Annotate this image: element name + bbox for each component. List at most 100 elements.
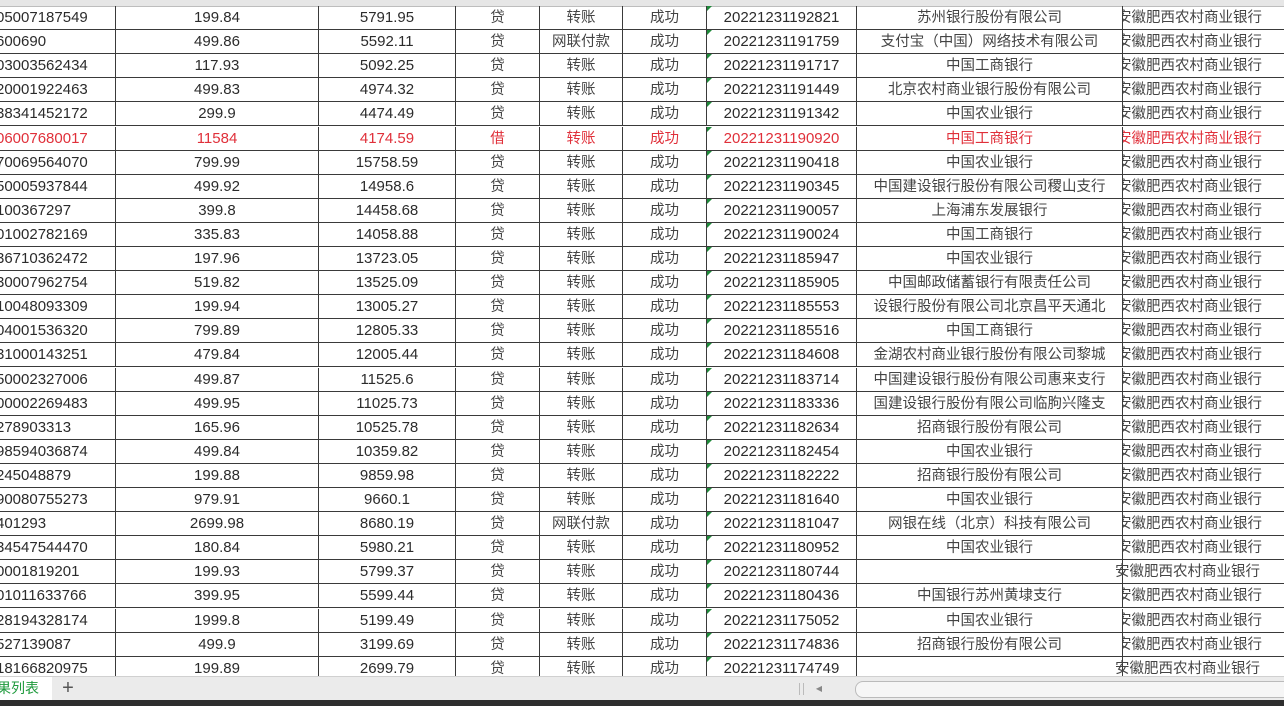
cell-account[interactable]: 01002782169 <box>0 222 116 246</box>
cell-serial-number[interactable]: 20221231183714 <box>707 367 857 391</box>
cell-account[interactable]: 31000143251 <box>0 343 116 367</box>
cell-status[interactable]: 成功 <box>623 343 707 367</box>
sheet-tab-active[interactable]: 果列表 <box>0 677 52 701</box>
cell-status[interactable]: 成功 <box>623 54 707 78</box>
cell-serial-number[interactable]: 20221231191342 <box>707 102 857 126</box>
cell-transaction-type[interactable]: 转账 <box>540 247 623 270</box>
cell-amount[interactable]: 399.95 <box>116 584 319 608</box>
cell-transaction-type[interactable]: 转账 <box>540 439 623 463</box>
cell-status[interactable]: 成功 <box>623 560 707 584</box>
cell-counterparty-bank[interactable]: 苏州银行股份有限公司 <box>857 6 1123 29</box>
cell-amount[interactable]: 117.93 <box>116 54 319 78</box>
add-sheet-plus-icon[interactable]: + <box>62 677 74 699</box>
cell-balance[interactable]: 4974.32 <box>319 78 456 102</box>
cell-account[interactable]: 278903313 <box>0 415 116 439</box>
cell-account[interactable]: 03003562434 <box>0 54 116 78</box>
cell-debit-credit[interactable]: 贷 <box>456 415 540 439</box>
cell-transaction-type[interactable]: 转账 <box>540 488 623 511</box>
cell-transaction-type[interactable]: 转账 <box>540 150 623 174</box>
cell-transaction-type[interactable]: 转账 <box>540 656 623 676</box>
cell-amount[interactable]: 799.89 <box>116 319 319 343</box>
cell-transaction-type[interactable]: 转账 <box>540 271 623 295</box>
cell-amount[interactable]: 197.96 <box>116 247 319 270</box>
cell-bank[interactable]: 安徽肥西农村商业银行 <box>1123 343 1284 366</box>
cell-status[interactable]: 成功 <box>623 367 707 391</box>
cell-serial-number[interactable]: 20221231182222 <box>707 463 857 487</box>
cell-counterparty-bank[interactable]: 金湖农村商业银行股份有限公司黎城 <box>857 343 1123 367</box>
cell-debit-credit[interactable]: 贷 <box>456 198 540 222</box>
cell-account[interactable]: 04001536320 <box>0 319 116 343</box>
cell-serial-number[interactable]: 20221231185905 <box>707 271 857 295</box>
cell-debit-credit[interactable]: 贷 <box>456 608 540 632</box>
cell-debit-credit[interactable]: 贷 <box>456 6 540 29</box>
table-row[interactable]: 31000143251 479.84 12005.44 贷 转账 成功 2022123118… <box>0 343 1284 368</box>
cell-counterparty-bank[interactable]: 中国工商银行 <box>857 54 1123 78</box>
cell-debit-credit[interactable]: 贷 <box>456 391 540 415</box>
cell-bank[interactable]: 安徽肥西农村商业银行 <box>1123 633 1284 656</box>
cell-counterparty-bank[interactable]: 设银行股份有限公司北京昌平天通北 <box>857 295 1123 319</box>
cell-debit-credit[interactable]: 贷 <box>456 463 540 487</box>
cell-status[interactable]: 成功 <box>623 222 707 246</box>
cell-status[interactable]: 成功 <box>623 584 707 608</box>
cell-balance[interactable]: 5092.25 <box>319 54 456 78</box>
cell-bank[interactable]: 安徽肥西农村商业银行 <box>1123 295 1284 318</box>
cell-counterparty-bank[interactable]: 中国农业银行 <box>857 439 1123 463</box>
cell-serial-number[interactable]: 20221231174836 <box>707 632 857 656</box>
cell-amount[interactable]: 199.84 <box>116 6 319 29</box>
cell-balance[interactable]: 12005.44 <box>319 343 456 367</box>
cell-account[interactable]: 00002269483 <box>0 391 116 415</box>
cell-bank[interactable]: 安徽肥西农村商业银行 <box>1123 223 1284 246</box>
cell-balance[interactable]: 11525.6 <box>319 367 456 391</box>
cell-account[interactable]: 0001819201 <box>0 560 116 584</box>
cell-account[interactable]: 90080755273 <box>0 488 116 511</box>
cell-transaction-type[interactable]: 转账 <box>540 536 623 560</box>
table-row[interactable]: 278903313 165.96 10525.78 贷 转账 成功 202212311826… <box>0 415 1284 440</box>
cell-account[interactable]: 245048879 <box>0 463 116 487</box>
cell-balance[interactable]: 14958.6 <box>319 174 456 198</box>
cell-amount[interactable]: 199.88 <box>116 463 319 487</box>
cell-debit-credit[interactable]: 贷 <box>456 656 540 676</box>
cell-transaction-type[interactable]: 转账 <box>540 632 623 656</box>
table-row[interactable]: 04001536320 799.89 12805.33 贷 转账 成功 2022123118… <box>0 319 1284 344</box>
cell-serial-number[interactable]: 20221231191717 <box>707 54 857 78</box>
column-header-row[interactable] <box>0 0 1284 7</box>
cell-account[interactable]: 98594036874 <box>0 439 116 463</box>
cell-status[interactable]: 成功 <box>623 198 707 222</box>
cell-status[interactable]: 成功 <box>623 126 707 150</box>
cell-counterparty-bank[interactable]: 中国农业银行 <box>857 247 1123 270</box>
cell-account[interactable]: 20001922463 <box>0 78 116 102</box>
cell-transaction-type[interactable]: 转账 <box>540 126 623 150</box>
cell-amount[interactable]: 499.86 <box>116 30 319 54</box>
cell-status[interactable]: 成功 <box>623 536 707 560</box>
cell-balance[interactable]: 14458.68 <box>319 198 456 222</box>
cell-transaction-type[interactable]: 转账 <box>540 463 623 487</box>
cell-amount[interactable]: 499.95 <box>116 391 319 415</box>
cell-debit-credit[interactable]: 贷 <box>456 247 540 270</box>
cell-status[interactable]: 成功 <box>623 656 707 676</box>
cell-balance[interactable]: 10525.78 <box>319 415 456 439</box>
cell-serial-number[interactable]: 20221231192821 <box>707 6 857 29</box>
cell-serial-number[interactable]: 20221231190418 <box>707 150 857 174</box>
cell-serial-number[interactable]: 20221231182634 <box>707 415 857 439</box>
cell-counterparty-bank[interactable]: 中国工商银行 <box>857 222 1123 246</box>
cell-debit-credit[interactable]: 贷 <box>456 319 540 343</box>
cell-status[interactable]: 成功 <box>623 78 707 102</box>
cell-debit-credit[interactable]: 贷 <box>456 560 540 584</box>
cell-counterparty-bank[interactable]: 招商银行股份有限公司 <box>857 632 1123 656</box>
cell-counterparty-bank[interactable]: 中国农业银行 <box>857 536 1123 560</box>
cell-account[interactable]: 34547544470 <box>0 536 116 560</box>
cell-amount[interactable]: 799.99 <box>116 150 319 174</box>
cell-bank[interactable]: 安徽肥西农村商业银行 <box>1123 199 1284 222</box>
cell-bank[interactable]: 安徽肥西农村商业银行 <box>1123 102 1284 125</box>
cell-transaction-type[interactable]: 转账 <box>540 367 623 391</box>
cell-debit-credit[interactable]: 贷 <box>456 367 540 391</box>
cell-debit-credit[interactable]: 贷 <box>456 343 540 367</box>
cell-amount[interactable]: 180.84 <box>116 536 319 560</box>
cell-bank[interactable]: 安徽肥西农村商业银行 <box>1123 127 1284 150</box>
table-row[interactable]: 98594036874 499.84 10359.82 贷 转账 成功 2022123118… <box>0 439 1284 464</box>
cell-account[interactable]: 527139087 <box>0 632 116 656</box>
cell-bank[interactable]: 安徽肥西农村商业银行 <box>1123 440 1284 463</box>
table-row[interactable]: 600690 499.86 5592.11 贷 网联付款 成功 20221231191759… <box>0 30 1284 55</box>
table-row[interactable]: 01002782169 335.83 14058.88 贷 转账 成功 2022123119… <box>0 222 1284 247</box>
cell-counterparty-bank[interactable]: 招商银行股份有限公司 <box>857 415 1123 439</box>
